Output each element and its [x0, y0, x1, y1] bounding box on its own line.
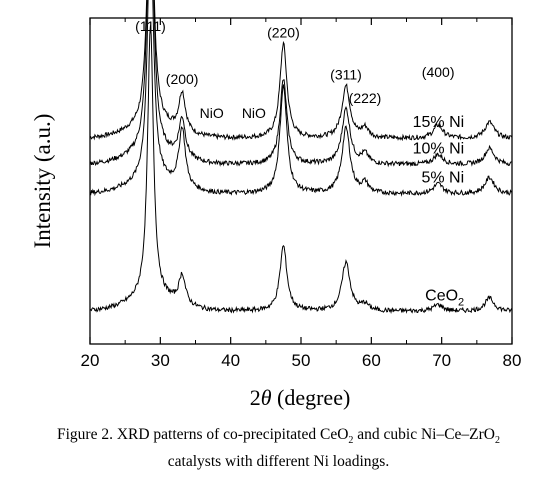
xrd-trace-1 [89, 0, 513, 142]
series-label: CeO2 [425, 287, 464, 308]
peak-label: (111) [135, 18, 166, 34]
y-axis-label: Intensity (a.u.) [30, 114, 55, 249]
peak-label: (220) [267, 24, 300, 40]
xrd-trace-4 [89, 25, 513, 315]
peak-label: NiO [242, 105, 266, 121]
x-tick-label: 20 [81, 351, 100, 370]
peak-labels: (111) (200) NiO NiO (220) (311) (222) (400) [135, 18, 454, 121]
xrd-traces [89, 0, 513, 315]
x-tick-label: 70 [432, 351, 451, 370]
xrd-trace-3 [89, 0, 513, 197]
x-tick-label: 60 [362, 351, 381, 370]
series-label: 10% Ni [413, 140, 465, 157]
x-tick-label: 80 [503, 351, 522, 370]
series-labels: 15% Ni 10% Ni 5% Ni CeO2 [413, 114, 465, 308]
xrd-trace-2 [89, 0, 513, 168]
x-axis-ticks: 20 30 40 50 60 70 80 [81, 18, 522, 370]
x-axis-label-suffix: (degree) [272, 385, 351, 410]
xrd-chart: 20 30 40 50 60 70 80 (111) (200) NiO NiO (220) (311… [30, 0, 522, 410]
figure-caption: Figure 2. XRD patterns of co-precipitate… [0, 424, 557, 472]
series-label: 15% Ni [413, 114, 465, 131]
peak-label: (400) [422, 64, 455, 80]
peak-label: (200) [166, 71, 199, 87]
x-axis-label-symbol: θ [261, 385, 272, 410]
x-axis-label: 2θ (degree) [250, 385, 351, 410]
series-label: 5% Ni [421, 170, 464, 187]
peak-label: (311) [330, 66, 362, 82]
x-tick-label: 30 [151, 351, 170, 370]
peak-label: (222) [349, 90, 382, 106]
x-tick-label: 50 [292, 351, 311, 370]
x-tick-label: 40 [221, 351, 240, 370]
caption-line-1: Figure 2. XRD patterns of co-precipitate… [56, 426, 501, 447]
caption-line-2: catalysts with different Ni loadings. [167, 453, 390, 471]
peak-label: NiO [200, 105, 224, 121]
x-axis-label-prefix: 2 [250, 385, 261, 410]
